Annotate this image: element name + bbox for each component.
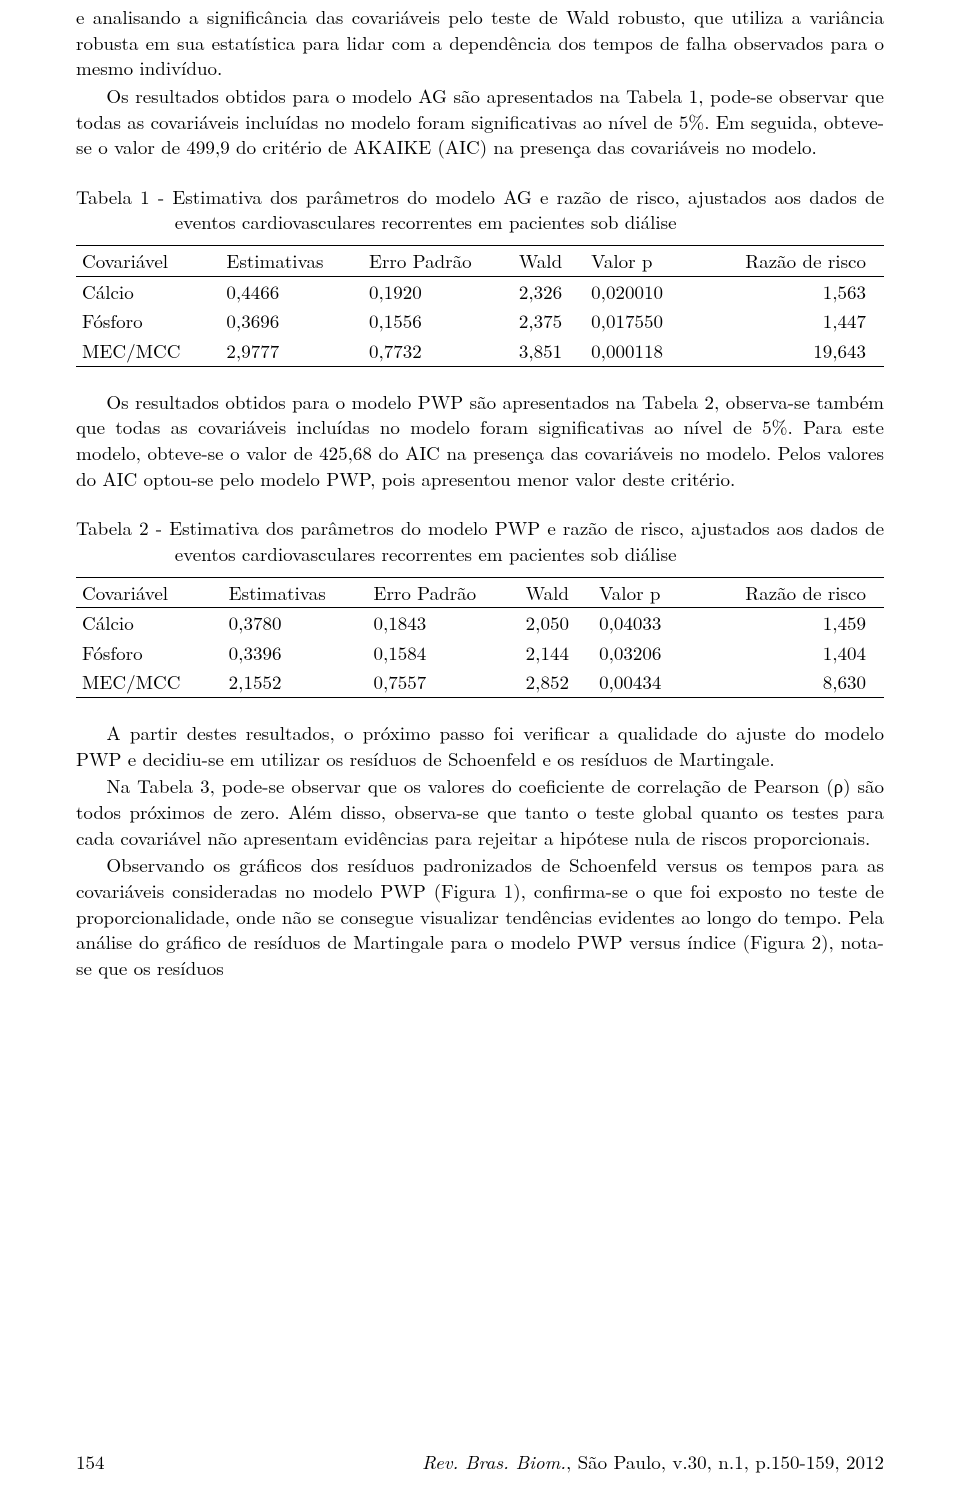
table2-col-covariavel: Covariável	[76, 577, 223, 608]
table2-r3c3: 0,7557	[368, 667, 520, 697]
table1-r1c4: 2,326	[513, 276, 585, 306]
table2-r2c3: 0,1584	[368, 638, 520, 668]
spacer	[76, 367, 884, 389]
table2-r1c1: Cálcio	[76, 608, 223, 638]
table2-col-valorp: Valor p	[593, 577, 692, 608]
table2-r1c2: 0,3780	[223, 608, 368, 638]
table1-r2c2: 0,3696	[220, 306, 363, 336]
table1-r1c3: 0,1920	[363, 276, 513, 306]
table1-caption-text: Estimativa dos parâmetros do modelo AG e…	[172, 183, 884, 236]
table1-r1c6: 1,563	[695, 276, 884, 306]
table2-r2c1: Fósforo	[76, 638, 223, 668]
table2-r3c4: 2,852	[520, 667, 593, 697]
table1-r3c6: 19,643	[695, 336, 884, 366]
table2-r2c5: 0,03206	[593, 638, 692, 668]
table1-r2c6: 1,447	[695, 306, 884, 336]
table2-r1c5: 0,04033	[593, 608, 692, 638]
paragraph-6: Observando os gráficos dos resíduos padr…	[76, 852, 884, 980]
table1-col-covariavel: Covariável	[76, 246, 220, 277]
table1-r1c2: 0,4466	[220, 276, 363, 306]
table1-r2c4: 2,375	[513, 306, 585, 336]
table-row: Cálcio 0,4466 0,1920 2,326 0,020010 1,56…	[76, 276, 884, 306]
table2-r3c6: 8,630	[692, 667, 884, 697]
table2-col-wald: Wald	[520, 577, 593, 608]
table1-r3c5: 0,000118	[585, 336, 695, 366]
table1-r3c4: 3,851	[513, 336, 585, 366]
table2-r1c6: 1,459	[692, 608, 884, 638]
journal-name: Rev. Bras. Biom.	[422, 1448, 566, 1475]
paragraph-5: Na Tabela 3, pode-se observar que os val…	[76, 773, 884, 850]
table1-r1c5: 0,020010	[585, 276, 695, 306]
table1-col-wald: Wald	[513, 246, 585, 277]
table2-r3c2: 2,1552	[223, 667, 368, 697]
table1-col-estimativas: Estimativas	[220, 246, 363, 277]
table2-r1c4: 2,050	[520, 608, 593, 638]
table-row: Fósforo 0,3696 0,1556 2,375 0,017550 1,4…	[76, 306, 884, 336]
table1-r1c1: Cálcio	[76, 276, 220, 306]
table2-caption-text: Estimativa dos parâmetros do modelo PWP …	[169, 514, 884, 567]
table1-header-row: Covariável Estimativas Erro Padrão Wald …	[76, 246, 884, 277]
table-row: MEC/MCC 2,1552 0,7557 2,852 0,00434 8,63…	[76, 667, 884, 697]
table2: Covariável Estimativas Erro Padrão Wald …	[76, 577, 884, 699]
table1-col-valorp: Valor p	[585, 246, 695, 277]
table1-r3c1: MEC/MCC	[76, 336, 220, 366]
page: e analisando a significância das covariá…	[0, 0, 960, 1493]
table1-r3c2: 2,9777	[220, 336, 363, 366]
table2-col-razaorisco: Razão de risco	[692, 577, 884, 608]
paragraph-1: e analisando a significância das covariá…	[76, 4, 884, 81]
paragraph-2: Os resultados obtidos para o modelo AG s…	[76, 83, 884, 160]
table2-col-erropadrao: Erro Padrão	[368, 577, 520, 608]
journal-cite: Rev. Bras. Biom., São Paulo, v.30, n.1, …	[422, 1449, 884, 1475]
table1: Covariável Estimativas Erro Padrão Wald …	[76, 245, 884, 367]
table2-r1c3: 0,1843	[368, 608, 520, 638]
table2-r2c2: 0,3396	[223, 638, 368, 668]
footer: 154 Rev. Bras. Biom., São Paulo, v.30, n…	[76, 1449, 884, 1475]
spacer	[76, 162, 884, 184]
table2-col-estimativas: Estimativas	[223, 577, 368, 608]
table-row: Fósforo 0,3396 0,1584 2,144 0,03206 1,40…	[76, 638, 884, 668]
table1-col-erropadrao: Erro Padrão	[363, 246, 513, 277]
table1-caption-lead: Tabela 1 -	[76, 183, 172, 210]
journal-loc: , São Paulo, v.30, n.1, p.150-159, 2012	[566, 1448, 884, 1475]
table1-r2c5: 0,017550	[585, 306, 695, 336]
table1-r2c3: 0,1556	[363, 306, 513, 336]
table2-r2c6: 1,404	[692, 638, 884, 668]
paragraph-3: Os resultados obtidos para o modelo PWP …	[76, 389, 884, 492]
table-row: MEC/MCC 2,9777 0,7732 3,851 0,000118 19,…	[76, 336, 884, 366]
table2-r3c5: 0,00434	[593, 667, 692, 697]
table2-r2c4: 2,144	[520, 638, 593, 668]
spacer	[76, 493, 884, 515]
table1-r3c3: 0,7732	[363, 336, 513, 366]
table1-col-razaorisco: Razão de risco	[695, 246, 884, 277]
page-number: 154	[76, 1449, 105, 1475]
table1-r2c1: Fósforo	[76, 306, 220, 336]
table1-caption: Tabela 1 - Estimativa dos parâmetros do …	[76, 184, 884, 235]
paragraph-4: A partir destes resultados, o próximo pa…	[76, 720, 884, 771]
table2-r3c1: MEC/MCC	[76, 667, 223, 697]
table-row: Cálcio 0,3780 0,1843 2,050 0,04033 1,459	[76, 608, 884, 638]
table2-caption-lead: Tabela 2 -	[76, 514, 169, 541]
spacer	[76, 698, 884, 720]
table2-header-row: Covariável Estimativas Erro Padrão Wald …	[76, 577, 884, 608]
table2-caption: Tabela 2 - Estimativa dos parâmetros do …	[76, 515, 884, 566]
